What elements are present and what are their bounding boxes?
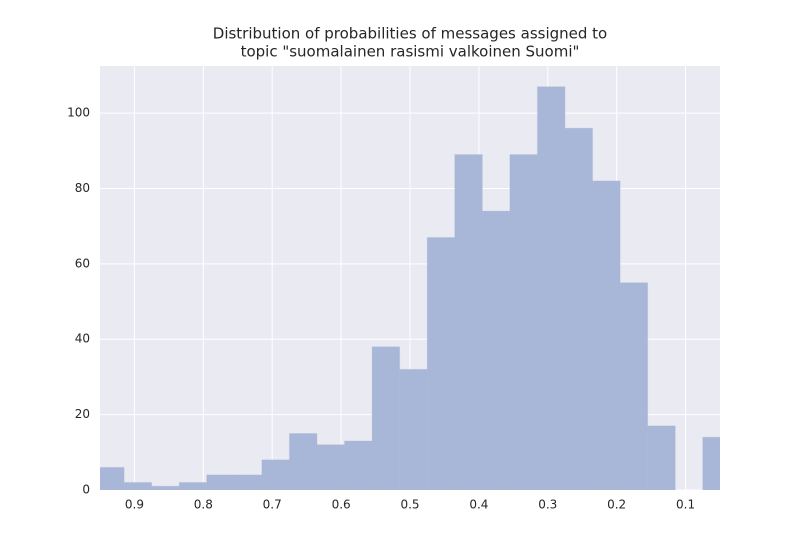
bar	[702, 436, 720, 490]
y-tick-label: 60	[75, 256, 90, 270]
bar	[151, 485, 180, 490]
y-tick-label: 80	[75, 181, 90, 195]
bar	[647, 425, 676, 490]
bar	[564, 127, 594, 490]
bar	[592, 180, 621, 490]
bar	[619, 282, 649, 490]
x-tick-label: 0.7	[263, 498, 282, 512]
chart-title: Distribution of probabilities of message…	[213, 25, 607, 43]
bar	[100, 466, 125, 490]
x-tick-label: 0.2	[607, 498, 626, 512]
x-tick-label: 0.8	[194, 498, 213, 512]
bar	[371, 346, 401, 490]
bar	[481, 210, 511, 490]
x-tick-label: 0.4	[469, 498, 488, 512]
y-tick-label: 100	[67, 106, 90, 120]
y-tick-label: 0	[82, 483, 90, 497]
bar	[233, 474, 263, 490]
y-tick-label: 40	[75, 332, 90, 346]
x-tick-label: 0.6	[332, 498, 351, 512]
bar	[261, 459, 290, 490]
bar	[206, 474, 235, 490]
x-tick-label: 0.9	[125, 498, 144, 512]
x-tick-label: 0.5	[400, 498, 419, 512]
x-tick-label: 0.1	[676, 498, 695, 512]
bar	[509, 154, 538, 490]
bar	[536, 86, 566, 490]
bars	[100, 86, 720, 490]
bar	[344, 440, 373, 490]
bar	[454, 154, 483, 490]
x-tick-label: 0.3	[538, 498, 557, 512]
labels: 0 20 40 60 80 100 0.9 0.8 0.7 0.6 0.5 0.4 0.3 0.2 0.1	[67, 106, 695, 512]
bar	[178, 481, 208, 490]
bar	[123, 481, 153, 490]
bar	[426, 236, 456, 490]
chart-title: topic "suomalainen rasismi valkoinen Suo…	[241, 43, 580, 61]
bar	[316, 444, 346, 490]
y-tick-label: 20	[75, 407, 90, 421]
bar	[288, 432, 318, 490]
bar	[399, 368, 428, 490]
